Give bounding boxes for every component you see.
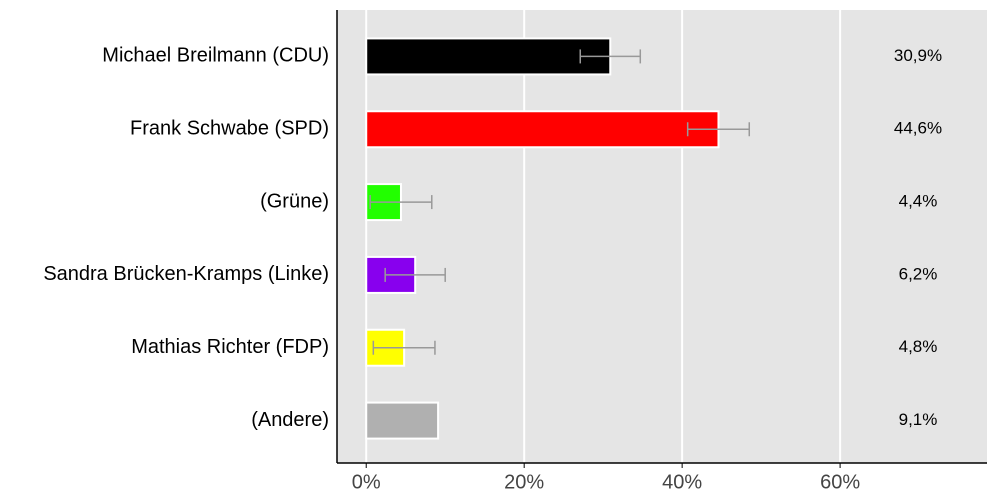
value-label: 9,1% [899, 410, 938, 429]
value-label: 6,2% [899, 264, 938, 283]
x-tick-label: 0% [352, 471, 381, 493]
bar [365, 401, 440, 440]
plot-background [337, 10, 987, 463]
y-tick-label: Frank Schwabe (SPD) [130, 118, 329, 140]
value-label: 44,6% [894, 119, 942, 138]
x-tick-label: 40% [662, 471, 702, 493]
y-tick-label: (Andere) [251, 409, 329, 431]
y-tick-label: Michael Breilmann (CDU) [102, 45, 329, 67]
bar [365, 110, 720, 149]
y-tick-label: Sandra Brücken-Kramps (Linke) [43, 263, 329, 285]
x-tick-label: 20% [504, 471, 544, 493]
value-label: 4,4% [899, 192, 938, 211]
bar [365, 37, 612, 76]
y-tick-label: (Grüne) [260, 190, 329, 212]
x-tick-label: 60% [820, 471, 860, 493]
value-label: 30,9% [894, 46, 942, 65]
value-label: 4,8% [899, 337, 938, 356]
y-tick-label: Mathias Richter (FDP) [131, 336, 329, 358]
